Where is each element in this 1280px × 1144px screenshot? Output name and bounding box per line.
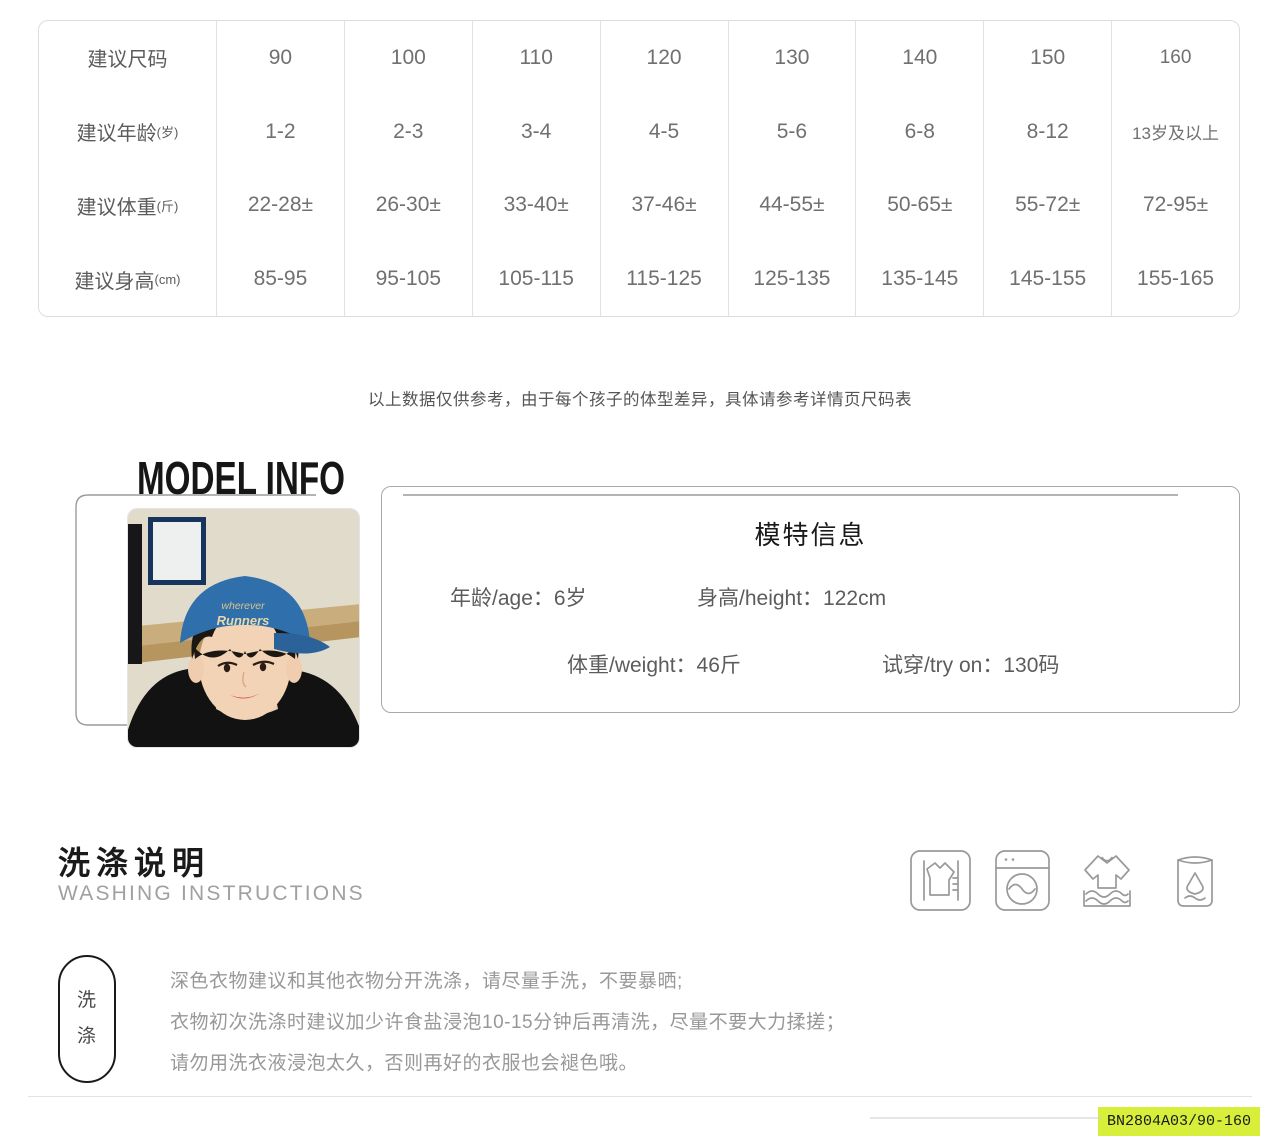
svg-text:wherever: wherever bbox=[221, 600, 265, 612]
svg-text:Runners: Runners bbox=[217, 613, 270, 628]
